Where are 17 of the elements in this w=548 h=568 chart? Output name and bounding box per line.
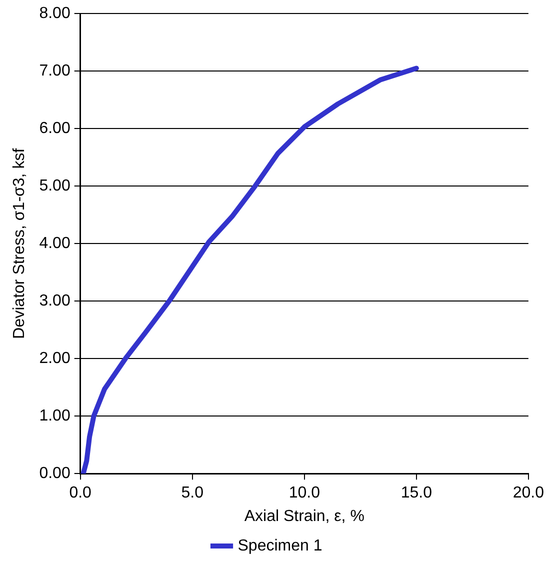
y-tick-label: 1.00: [39, 408, 70, 425]
x-tick-label: 10.0: [288, 484, 320, 502]
y-tick-label: 0.00: [39, 465, 70, 482]
y-tick-label: 2.00: [39, 350, 70, 368]
y-axis-title: Deviator Stress, σ1-σ3, ksf: [11, 148, 28, 339]
x-tick-label: 20.0: [512, 484, 544, 502]
y-tick-label: 7.00: [39, 62, 70, 80]
y-tick-label: 4.00: [39, 235, 70, 252]
y-tick-label: 5.00: [39, 178, 70, 195]
x-tick-label: 0.0: [69, 484, 92, 502]
x-tick-label: 5.0: [181, 484, 204, 502]
legend-label: Specimen 1: [238, 537, 322, 554]
y-tick-label: 6.00: [39, 120, 70, 138]
y-tick-label: 3.00: [39, 292, 70, 310]
y-tick-label: 8.00: [39, 5, 70, 22]
x-tick-label: 15.0: [400, 484, 432, 502]
x-axis-title: Axial Strain, ε, %: [244, 508, 364, 525]
